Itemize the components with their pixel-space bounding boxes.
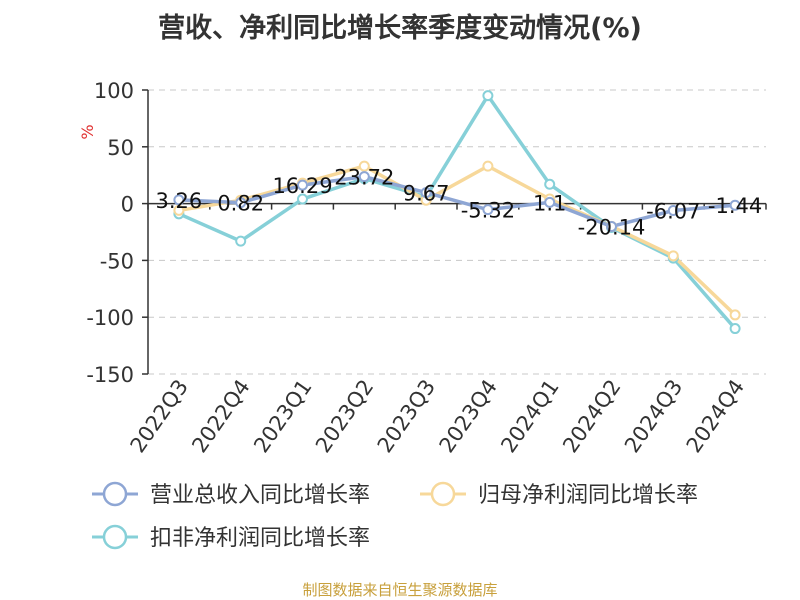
x-tick-label: 2023Q4 [435, 375, 502, 457]
data-label: 9.67 [403, 182, 450, 206]
data-point [667, 204, 679, 216]
data-point [482, 204, 494, 216]
data-point [358, 160, 370, 172]
data-point [667, 250, 679, 262]
legend-entry: 营业总收入同比增长率 [150, 483, 370, 508]
y-tick-label: -50 [100, 249, 134, 273]
x-tick-label: 2023Q2 [311, 375, 378, 457]
x-tick-label: 2024Q2 [558, 375, 625, 457]
data-label: 3.26 [156, 189, 203, 213]
data-point [482, 90, 494, 102]
x-tick-label: 2022Q4 [187, 375, 254, 457]
y-tick-label: 50 [107, 136, 134, 160]
legend-swatch-marker [102, 481, 128, 507]
data-point [544, 196, 556, 208]
y-tick-label: 100 [94, 79, 134, 103]
y-axis-label: % [78, 124, 97, 139]
x-tick-label: 2023Q1 [249, 375, 316, 457]
data-label: 16.29 [272, 174, 332, 198]
legend-entry: 扣非净利润同比增长率 [150, 526, 370, 551]
data-label: 0.82 [217, 192, 264, 216]
data-point [358, 171, 370, 183]
x-tick-label: 2024Q3 [620, 375, 687, 457]
x-tick-label: 2024Q1 [496, 375, 563, 457]
legend-swatch-marker [102, 524, 128, 550]
data-label: -6.07 [646, 199, 700, 223]
grid-lines [148, 89, 766, 375]
series-points [173, 90, 741, 335]
legend-swatch-marker [430, 481, 456, 507]
data-point [544, 178, 556, 190]
data-point [420, 187, 432, 199]
y-tick-label: 0 [121, 193, 134, 217]
data-label: -5.32 [461, 199, 515, 223]
series-line [178, 174, 736, 229]
data-point [235, 197, 247, 209]
data-source-note: 制图数据来自恒生聚源数据库 [302, 581, 498, 599]
data-point [482, 160, 494, 172]
series-lines [178, 93, 737, 330]
x-tick-labels: 2022Q32022Q42023Q12023Q22023Q32023Q42024… [126, 375, 750, 457]
series-line [178, 164, 737, 317]
data-point [297, 193, 308, 205]
data-point [606, 220, 617, 232]
data-label: -20.14 [578, 215, 646, 239]
y-tick-label: -100 [86, 306, 134, 330]
y-tick-labels: 100 50 0 -50 -100 -150 [86, 79, 134, 387]
data-labels: 3.26 0.82 16.29 23.72 9.67 -5.32 1.1 -20.14-6.0… [156, 166, 763, 240]
y-tick-label: -150 [86, 363, 134, 387]
data-point [235, 235, 247, 247]
data-label: 1.1 [533, 191, 566, 215]
x-tick-label: 2023Q3 [373, 375, 440, 457]
chart-title: 营收、净利同比增长率季度变动情况(%) [158, 13, 642, 44]
legend-entry: 归母净利润同比增长率 [478, 483, 698, 508]
data-point [729, 309, 741, 321]
data-label: 23.72 [334, 166, 394, 190]
x-tick-label: 2022Q3 [126, 375, 193, 457]
axes [142, 89, 767, 375]
x-tick-label: 2024Q4 [682, 375, 749, 457]
data-point [297, 179, 308, 191]
data-point [173, 194, 185, 206]
data-point [173, 204, 185, 216]
data-label: -1.44 [708, 194, 762, 218]
data-point [729, 323, 741, 335]
data-point [729, 199, 741, 211]
